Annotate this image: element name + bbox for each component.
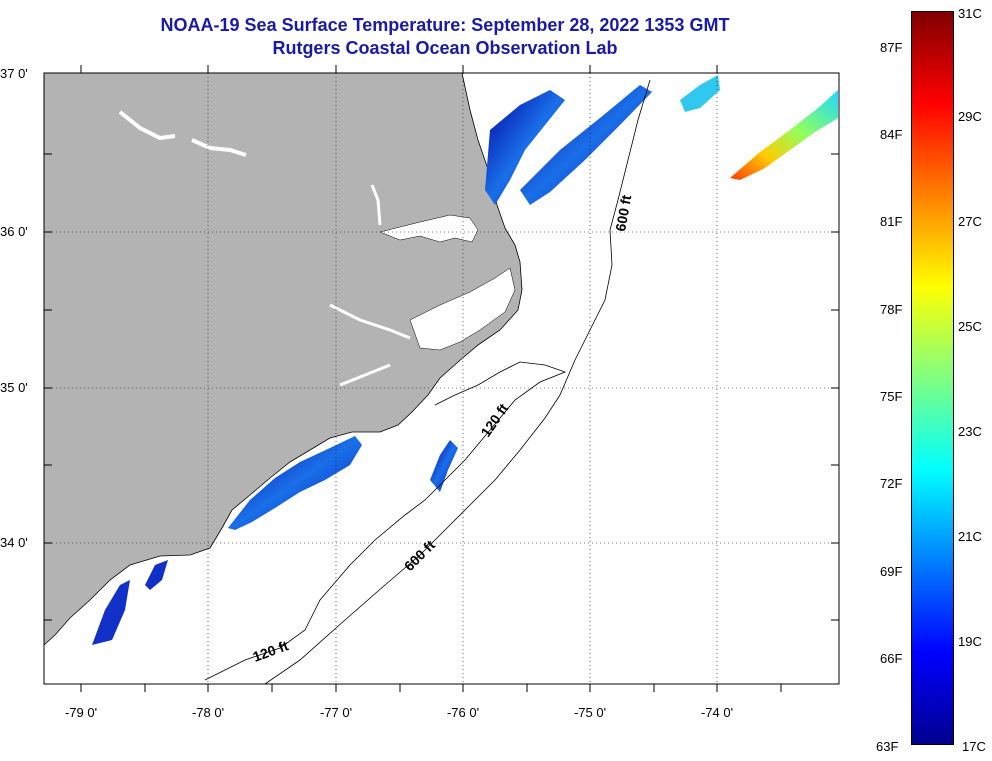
contour-120ft <box>204 361 567 681</box>
colorbar-label-21c: 21C <box>958 529 982 544</box>
pamlico-sound <box>409 267 516 351</box>
colorbar-label-81f: 81F <box>880 214 903 229</box>
title-line-2: Rutgers Coastal Ocean Observation Lab <box>272 38 618 58</box>
sst-patch-outer-banks <box>485 90 565 205</box>
river-2 <box>191 138 247 157</box>
colorbar-label-19c: 19C <box>958 634 982 649</box>
sst-patch-gulf-stream-blue <box>520 85 652 205</box>
colorbar-label-75f: 75F <box>880 389 903 404</box>
sst-patch-cyan-north <box>680 75 720 112</box>
lon-label-75: -75 0' <box>573 705 607 720</box>
lon-label-74: -74 0' <box>700 705 734 720</box>
colorbar-label-29c: 29C <box>958 109 982 124</box>
lon-label-79: -79 0' <box>64 705 98 720</box>
colorbar-label-31c: 31C <box>958 6 982 21</box>
sst-patch-southwest <box>92 580 130 645</box>
colorbar-label-17c: 17C <box>962 739 986 754</box>
sst-patch-south-small <box>145 560 168 590</box>
land-mass <box>44 73 523 646</box>
colorbar-label-72f: 72F <box>880 476 903 491</box>
axis-ticks <box>44 65 839 692</box>
map-title: NOAA-19 Sea Surface Temperature: Septemb… <box>0 14 890 60</box>
colorbar-label-27c: 27C <box>958 214 982 229</box>
colorbar-label-78f: 78F <box>880 302 903 317</box>
lat-label-34: 34 0' <box>0 535 28 550</box>
map-frame <box>43 72 840 685</box>
sst-patch-cape-fear <box>228 436 362 530</box>
colorbar-label-87f: 87F <box>880 40 903 55</box>
river-1 <box>118 110 176 141</box>
sst-patch-warm-east <box>730 90 838 180</box>
colorbar-label-66f: 66F <box>880 651 903 666</box>
colorbar-label-84f: 84F <box>880 127 903 142</box>
contour-label-600ft-north: 600 ft <box>612 193 634 232</box>
lat-label-36: 36 0' <box>0 224 28 239</box>
title-line-1: NOAA-19 Sea Surface Temperature: Septemb… <box>160 15 730 35</box>
lon-label-76: -76 0' <box>446 705 480 720</box>
lat-label-35: 35 0' <box>0 380 28 395</box>
river-4 <box>339 363 391 387</box>
colorbar-label-25c: 25C <box>958 319 982 334</box>
colorbar-label-69f: 69F <box>880 564 903 579</box>
colorbar-label-23c: 23C <box>958 424 982 439</box>
river-3 <box>329 303 411 340</box>
lat-label-37: 37 0' <box>0 66 28 81</box>
sst-patch-shelf <box>430 440 458 492</box>
grid-lines <box>44 73 839 684</box>
lon-label-78: -78 0' <box>191 705 225 720</box>
lon-label-77: -77 0' <box>319 705 353 720</box>
temperature-colorbar <box>911 11 954 745</box>
colorbar-label-63f: 63F <box>876 739 899 754</box>
albemarle-sound <box>379 214 479 243</box>
contour-600ft <box>264 79 651 684</box>
river-5 <box>370 184 382 226</box>
